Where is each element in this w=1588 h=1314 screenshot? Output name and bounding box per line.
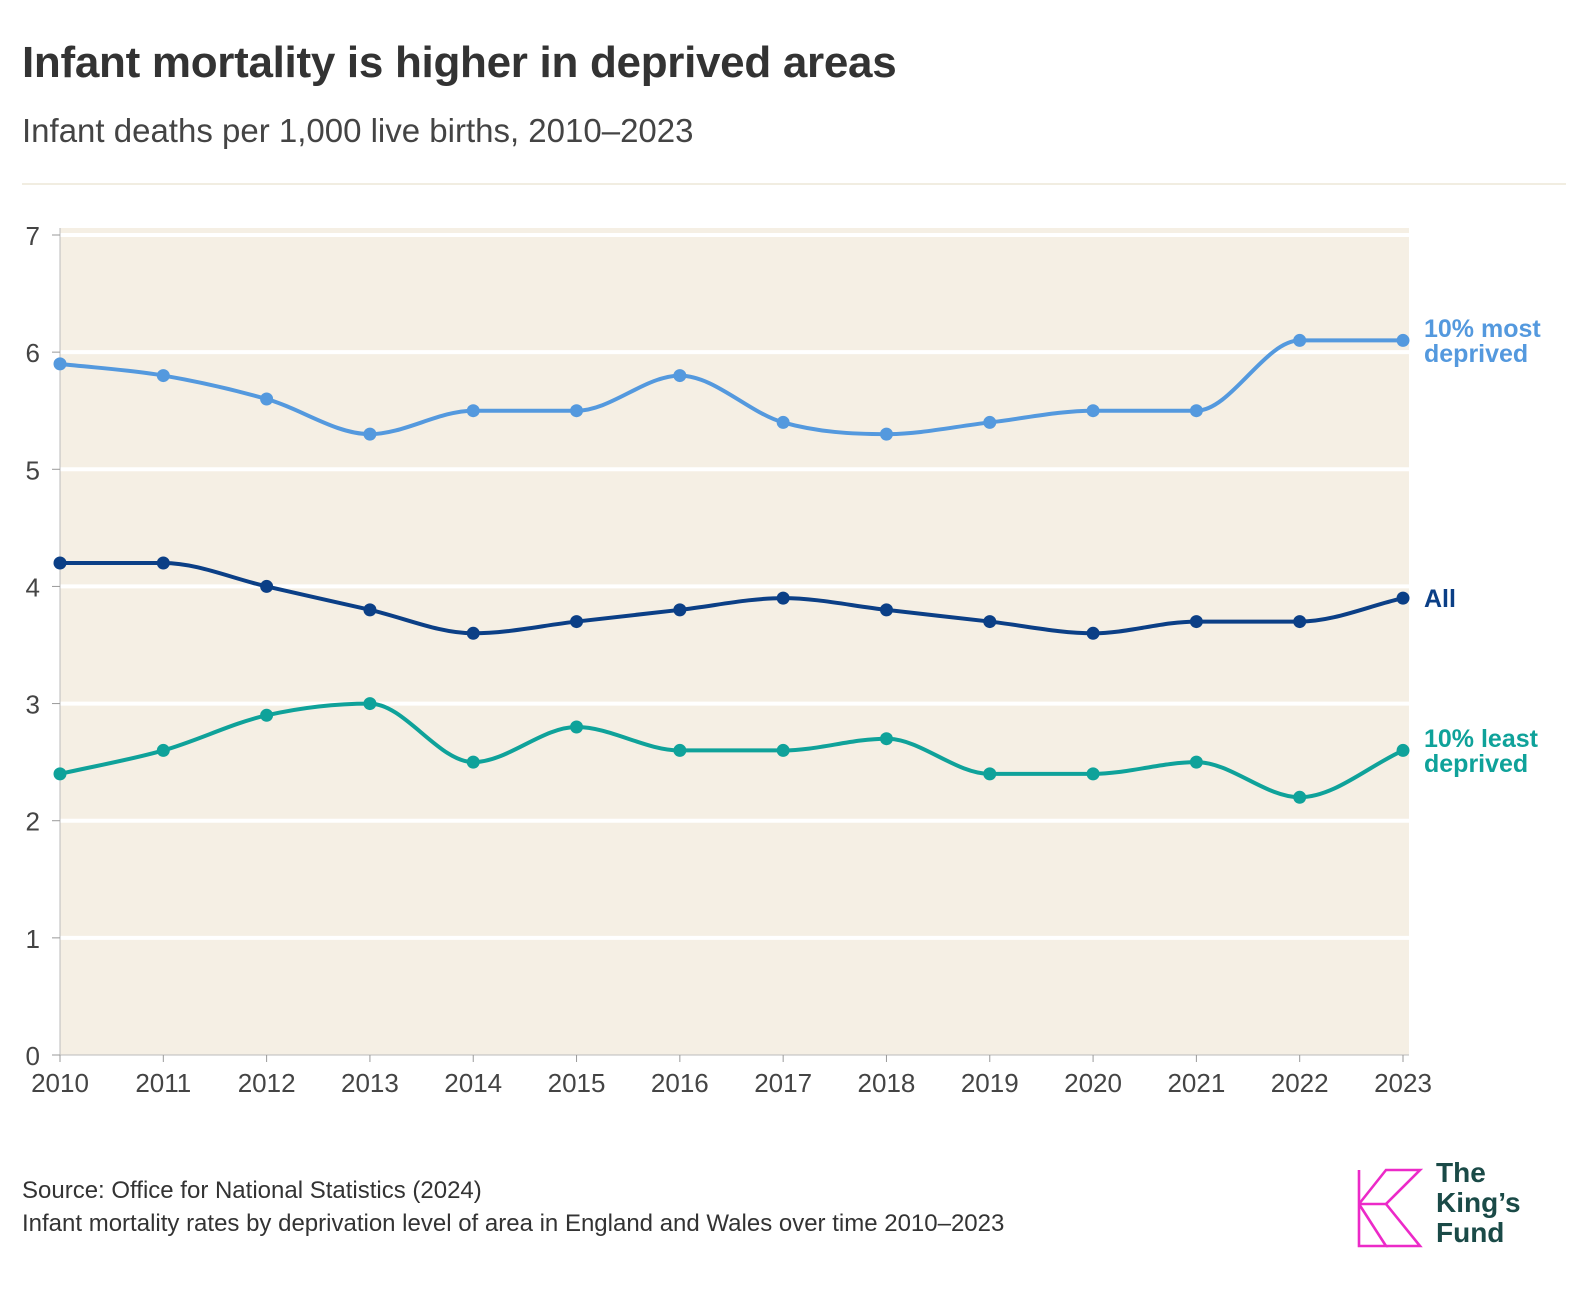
x-tick-label: 2021 (1167, 1068, 1225, 1098)
data-point-2010 (53, 767, 67, 781)
data-point-2020 (1086, 404, 1100, 418)
x-tick-label: 2011 (135, 1068, 191, 1098)
plot-background (60, 228, 1409, 1055)
series-1 (53, 556, 1410, 640)
y-tick-label: 2 (26, 807, 40, 837)
series-label: deprived (1424, 340, 1528, 368)
data-point-2022 (1293, 615, 1307, 629)
source-note: Infant mortality rates by deprivation le… (22, 1210, 1005, 1237)
data-point-2021 (1189, 755, 1203, 769)
data-point-2018 (879, 427, 893, 441)
data-point-2013 (363, 697, 377, 711)
data-point-2022 (1293, 333, 1307, 347)
y-tick-label: 7 (26, 221, 40, 251)
data-point-2022 (1293, 790, 1307, 804)
y-tick-label: 5 (26, 455, 40, 485)
y-tick-label: 1 (26, 924, 40, 954)
data-point-2010 (53, 556, 67, 570)
x-tick-label: 2022 (1271, 1068, 1329, 1098)
data-point-2017 (776, 591, 790, 605)
x-tick-label: 2019 (961, 1068, 1019, 1098)
data-point-2011 (156, 556, 170, 570)
x-tick-label: 2017 (754, 1068, 812, 1098)
logo-line-the: The (1436, 1157, 1486, 1188)
kings-fund-logo: The King’s Fund (1356, 1158, 1546, 1254)
y-tick-label: 4 (26, 572, 40, 602)
data-point-2019 (983, 615, 997, 629)
x-tick-labels: 2010 2011 2012 2013 2014 2015 2016 2017 2018 2019… (31, 1055, 1432, 1098)
series-line (58, 560, 1405, 636)
chart-footer: Source: Office for National Statistics (… (22, 1174, 1004, 1240)
x-tick-label: 2016 (651, 1068, 709, 1098)
logo-line-fund: Fund (1436, 1217, 1505, 1248)
kings-fund-k-icon (1357, 1168, 1424, 1248)
data-point-2015 (570, 720, 584, 734)
x-tick-label: 2012 (238, 1068, 296, 1098)
source-text: Source: Office for National Statistics (… (22, 1177, 482, 1204)
data-point-2014 (466, 755, 480, 769)
data-point-2012 (260, 708, 274, 722)
series-2 (53, 697, 1410, 804)
data-point-2016 (673, 743, 687, 757)
series-label: 10% most (1424, 315, 1541, 343)
series-line (58, 701, 1405, 800)
data-point-2014 (466, 626, 480, 640)
data-point-2017 (776, 743, 790, 757)
data-point-2013 (363, 603, 377, 617)
data-point-2021 (1189, 404, 1203, 418)
series-label: All (1424, 585, 1456, 613)
x-tick-label: 2014 (444, 1068, 502, 1098)
x-tick-label: 2015 (548, 1068, 606, 1098)
y-tick-labels: 0 1 2 3 4 5 6 7 (26, 221, 60, 1071)
data-point-2019 (983, 415, 997, 429)
data-point-2020 (1086, 767, 1100, 781)
logo-line-kings: King’s (1436, 1187, 1521, 1218)
series-group (53, 333, 1410, 804)
data-point-2012 (260, 579, 274, 593)
chart-title: Infant mortality is higher in deprived a… (22, 38, 897, 87)
chart-subtitle: Infant deaths per 1,000 live births, 201… (22, 112, 694, 149)
x-tick-label: 2010 (31, 1068, 89, 1098)
y-tick-label: 3 (26, 690, 40, 720)
header-divider (22, 183, 1566, 185)
series-0 (53, 333, 1410, 441)
data-point-2019 (983, 767, 997, 781)
y-tick-label: 6 (26, 338, 40, 368)
data-point-2020 (1086, 626, 1100, 640)
data-point-2021 (1189, 615, 1203, 629)
x-tick-label: 2023 (1374, 1068, 1432, 1098)
data-point-2015 (570, 615, 584, 629)
data-point-2012 (260, 392, 274, 406)
data-point-2010 (53, 357, 67, 371)
x-tick-label: 2018 (858, 1068, 916, 1098)
data-point-2018 (879, 603, 893, 617)
logo-wordmark: The King’s Fund (1436, 1158, 1521, 1248)
data-point-2018 (879, 732, 893, 746)
data-point-2014 (466, 404, 480, 418)
series-label: deprived (1424, 750, 1528, 778)
y-tick-label: 0 (26, 1041, 40, 1071)
data-point-2023 (1396, 591, 1410, 605)
data-point-2013 (363, 427, 377, 441)
x-tick-label: 2013 (341, 1068, 399, 1098)
data-point-2016 (673, 369, 687, 383)
data-point-2016 (673, 603, 687, 617)
data-point-2011 (156, 743, 170, 757)
grid-lines (60, 233, 1409, 940)
x-tick-label: 2020 (1064, 1068, 1122, 1098)
data-point-2017 (776, 415, 790, 429)
data-point-2011 (156, 369, 170, 383)
data-point-2023 (1396, 333, 1410, 347)
series-label: 10% least (1424, 725, 1539, 753)
data-point-2015 (570, 404, 584, 418)
data-point-2023 (1396, 743, 1410, 757)
